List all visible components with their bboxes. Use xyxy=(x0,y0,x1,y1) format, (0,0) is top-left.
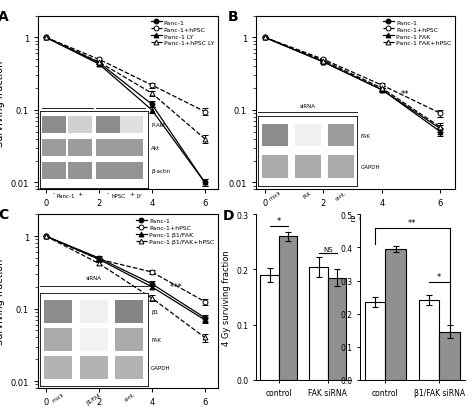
Y-axis label: Surviving fraction: Surviving fraction xyxy=(0,259,5,344)
Legend: Panc-1, Panc-1+hPSC, Panc-1 β1/FAK, Panc-1 β1/FAK+hPSC: Panc-1, Panc-1+hPSC, Panc-1 β1/FAK, Panc… xyxy=(135,218,215,245)
Bar xyxy=(385,249,406,380)
Text: ***: *** xyxy=(169,282,182,292)
Bar xyxy=(419,301,439,380)
Bar xyxy=(439,332,460,380)
Bar xyxy=(260,275,279,380)
X-axis label: Dose (Gy): Dose (Gy) xyxy=(331,214,380,223)
Y-axis label: 4 Gy surviving fraction: 4 Gy surviving fraction xyxy=(222,249,231,345)
Text: *: * xyxy=(437,273,441,282)
Text: *: * xyxy=(277,217,281,226)
Text: **: ** xyxy=(408,218,417,227)
Text: A: A xyxy=(0,9,9,24)
Text: B: B xyxy=(228,9,239,24)
Text: **: ** xyxy=(401,90,410,98)
Bar xyxy=(309,267,328,380)
Text: NS: NS xyxy=(323,247,333,253)
Bar xyxy=(328,278,346,380)
Text: C: C xyxy=(0,208,9,222)
Bar xyxy=(279,237,298,380)
Text: D: D xyxy=(223,208,234,222)
X-axis label: Dose (Gy): Dose (Gy) xyxy=(104,214,152,223)
X-axis label: Dose (Gy): Dose (Gy) xyxy=(104,412,152,413)
Bar xyxy=(365,302,385,380)
Legend: Panc-1, Panc-1+hPSC, Panc-1 FAK, Panc-1 FAK+hPSC: Panc-1, Panc-1+hPSC, Panc-1 FAK, Panc-1 … xyxy=(382,20,452,47)
Y-axis label: Surviving fraction: Surviving fraction xyxy=(0,60,5,146)
Legend: Panc-1, Panc-1+hPSC, Panc-1 LY, Panc-1+hPSC LY: Panc-1, Panc-1+hPSC, Panc-1 LY, Panc-1+h… xyxy=(150,20,215,47)
